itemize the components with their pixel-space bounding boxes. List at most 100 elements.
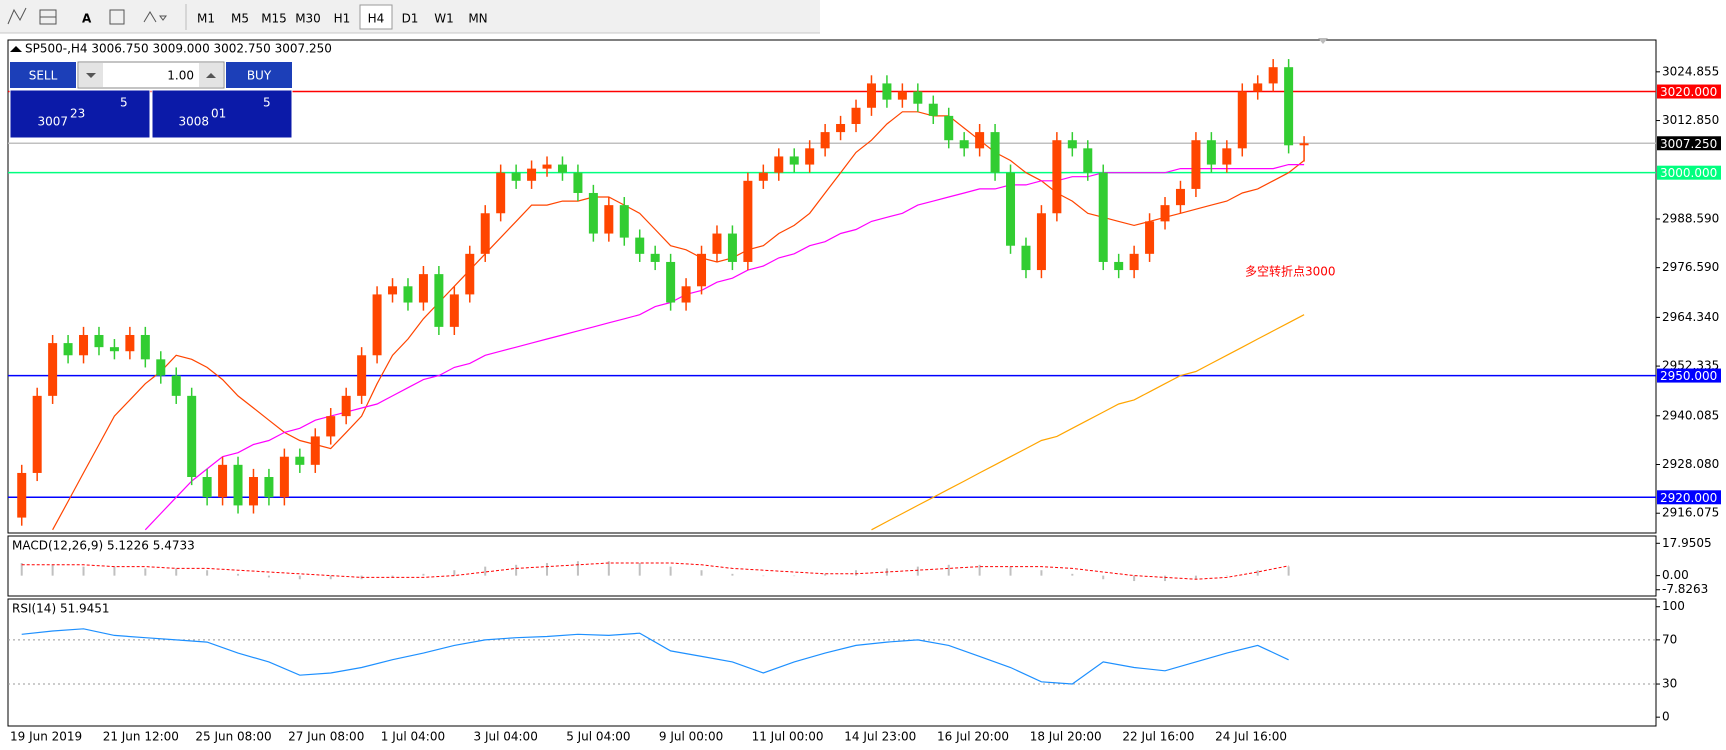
level-label-box [1657,490,1721,505]
candle-body [94,334,104,348]
moving-average [52,111,1305,531]
candle-body [295,456,305,465]
macd-bar [731,573,734,576]
macd-bar [237,573,240,576]
y-tick-label: 17.9505 [1662,536,1712,550]
macd-bar [607,561,610,576]
candle-body [1036,213,1046,271]
text-tool[interactable]: A [82,12,92,26]
candle-body [527,168,537,181]
candle-body [681,286,691,303]
x-tick-label: 24 Jul 16:00 [1215,730,1287,744]
chart-title: SP500-,H4 3006.750 3009.000 3002.750 300… [25,42,332,56]
candle-body [171,375,181,396]
moving-average [144,164,1305,531]
y-tick-label: 2964.340 [1662,310,1719,324]
candle-body [588,192,598,234]
macd-bar [762,575,765,577]
x-tick-label: 9 Jul 00:00 [659,730,723,744]
y-tick-label: 2928.080 [1662,457,1719,471]
x-tick-label: 27 Jun 08:00 [288,730,364,744]
timeframe-button[interactable]: H4 [368,12,385,26]
sell-button[interactable] [10,62,76,88]
macd-bar [916,566,919,576]
macd-bar [484,566,487,576]
macd-bar [1102,575,1105,580]
candle-body [418,274,428,303]
candle-body [17,472,27,518]
candle-body [805,148,815,165]
macd-bar [1164,575,1167,582]
candle-body [279,456,289,498]
macd-bar [700,570,703,576]
macd-bar [1256,570,1259,576]
bid-box[interactable] [9,89,151,139]
candle-body [388,286,398,295]
candle-body [1284,67,1294,146]
ask-big: 3008 [178,115,209,129]
timeframe-button[interactable]: W1 [434,12,454,26]
macd-bar [978,564,981,576]
bid-pips: 23 [70,107,85,121]
candle-body [465,253,475,295]
timeframe-button[interactable]: M30 [295,12,321,26]
candle-body [557,164,567,173]
y-tick-label: 2916.075 [1662,506,1719,520]
candle-body [1129,253,1139,271]
y-tick-label: 3024.855 [1662,64,1719,78]
moving-average [871,314,1305,531]
candle-body [1160,205,1170,222]
candle-body [1145,221,1155,254]
candle-body [403,286,413,303]
macd-bar [206,570,209,576]
shift-marker [1318,38,1328,44]
x-tick-label: 1 Jul 04:00 [381,730,445,744]
candle-body [1175,188,1185,206]
ask-box[interactable] [151,89,293,139]
candle-body [774,156,784,173]
macd-bar [576,561,579,576]
y-tick-label: 0 [1662,710,1670,724]
buy-button[interactable] [226,62,292,88]
plot: 3024.855 3012.850 2988.590 2976.590 2964.340… [8,59,1721,744]
candle-body [666,261,676,303]
macd-bar [267,575,270,578]
macd-panel [7,535,1657,597]
candle-body [264,477,274,498]
timeframe-button[interactable]: MN [468,12,487,26]
candle-body [310,436,320,465]
panel-title: MACD(12,26,9) 5.1226 5.4733 [12,539,195,553]
candle-body [187,395,197,478]
ask-pips: 01 [211,107,226,121]
timeframe-button[interactable]: M15 [261,12,287,26]
candle-body [619,205,629,238]
timeframe-button[interactable]: M1 [197,12,215,26]
icon-chart [7,7,27,25]
timeframe-button[interactable]: D1 [402,12,419,26]
collapse-arrow[interactable] [10,46,22,52]
candle-body [604,205,614,234]
level-label-box [1657,165,1721,180]
candle-body [372,294,382,356]
timeframe-button[interactable]: M5 [231,12,249,26]
x-tick-label: 3 Jul 04:00 [474,730,538,744]
timeframe-button[interactable]: H1 [334,12,351,26]
macd-bar [453,570,456,576]
level-label: 3007.250 [1660,137,1717,151]
arrow-down [86,73,96,78]
candle-body [882,83,892,100]
x-tick-label: 25 Jun 08:00 [195,730,271,744]
bid-point: 5 [120,96,128,110]
level-label-box [1657,84,1721,99]
candle-body [959,140,969,149]
y-tick-label: 70 [1662,632,1677,646]
macd-bar [422,573,425,576]
candle-body [1299,143,1309,146]
arrow-up [206,73,216,78]
candle-body [851,107,861,124]
macd-bar [793,575,796,577]
candle-body [109,347,119,352]
macd-bar [82,566,85,576]
ask-point: 5 [263,96,271,110]
candle-body [866,83,876,108]
